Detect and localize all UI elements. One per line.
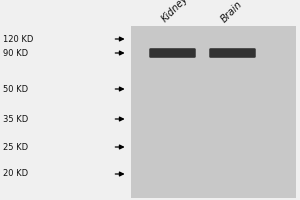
Text: 35 KD: 35 KD <box>3 114 28 123</box>
Text: 90 KD: 90 KD <box>3 48 28 58</box>
Text: 50 KD: 50 KD <box>3 85 28 94</box>
Bar <box>130 26 296 198</box>
Text: 120 KD: 120 KD <box>3 34 33 44</box>
Text: Brain: Brain <box>219 0 244 24</box>
FancyBboxPatch shape <box>209 48 256 58</box>
Text: 25 KD: 25 KD <box>3 142 28 152</box>
Text: 20 KD: 20 KD <box>3 170 28 178</box>
FancyBboxPatch shape <box>149 48 196 58</box>
Text: Kidney: Kidney <box>159 0 190 24</box>
